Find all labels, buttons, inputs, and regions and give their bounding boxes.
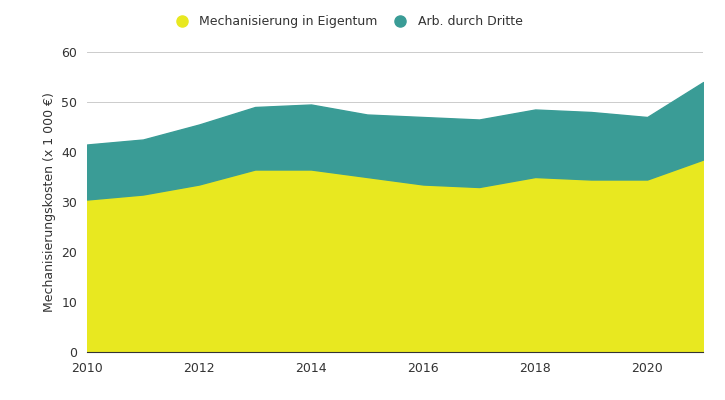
Legend: Mechanisierung in Eigentum, Arb. durch Dritte: Mechanisierung in Eigentum, Arb. durch D… [164, 10, 528, 33]
Y-axis label: Mechanisierungskosten (x 1 000 €): Mechanisierungskosten (x 1 000 €) [43, 92, 56, 312]
